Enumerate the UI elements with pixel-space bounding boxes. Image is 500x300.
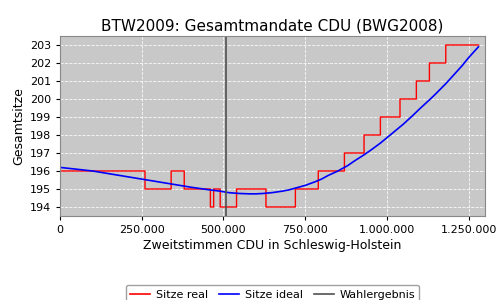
Title: BTW2009: Gesamtmandate CDU (BWG2008): BTW2009: Gesamtmandate CDU (BWG2008) — [102, 18, 443, 33]
Legend: Sitze real, Sitze ideal, Wahlergebnis: Sitze real, Sitze ideal, Wahlergebnis — [126, 285, 420, 300]
Y-axis label: Gesamtsitze: Gesamtsitze — [12, 87, 26, 165]
X-axis label: Zweitstimmen CDU in Schleswig-Holstein: Zweitstimmen CDU in Schleswig-Holstein — [144, 239, 402, 252]
